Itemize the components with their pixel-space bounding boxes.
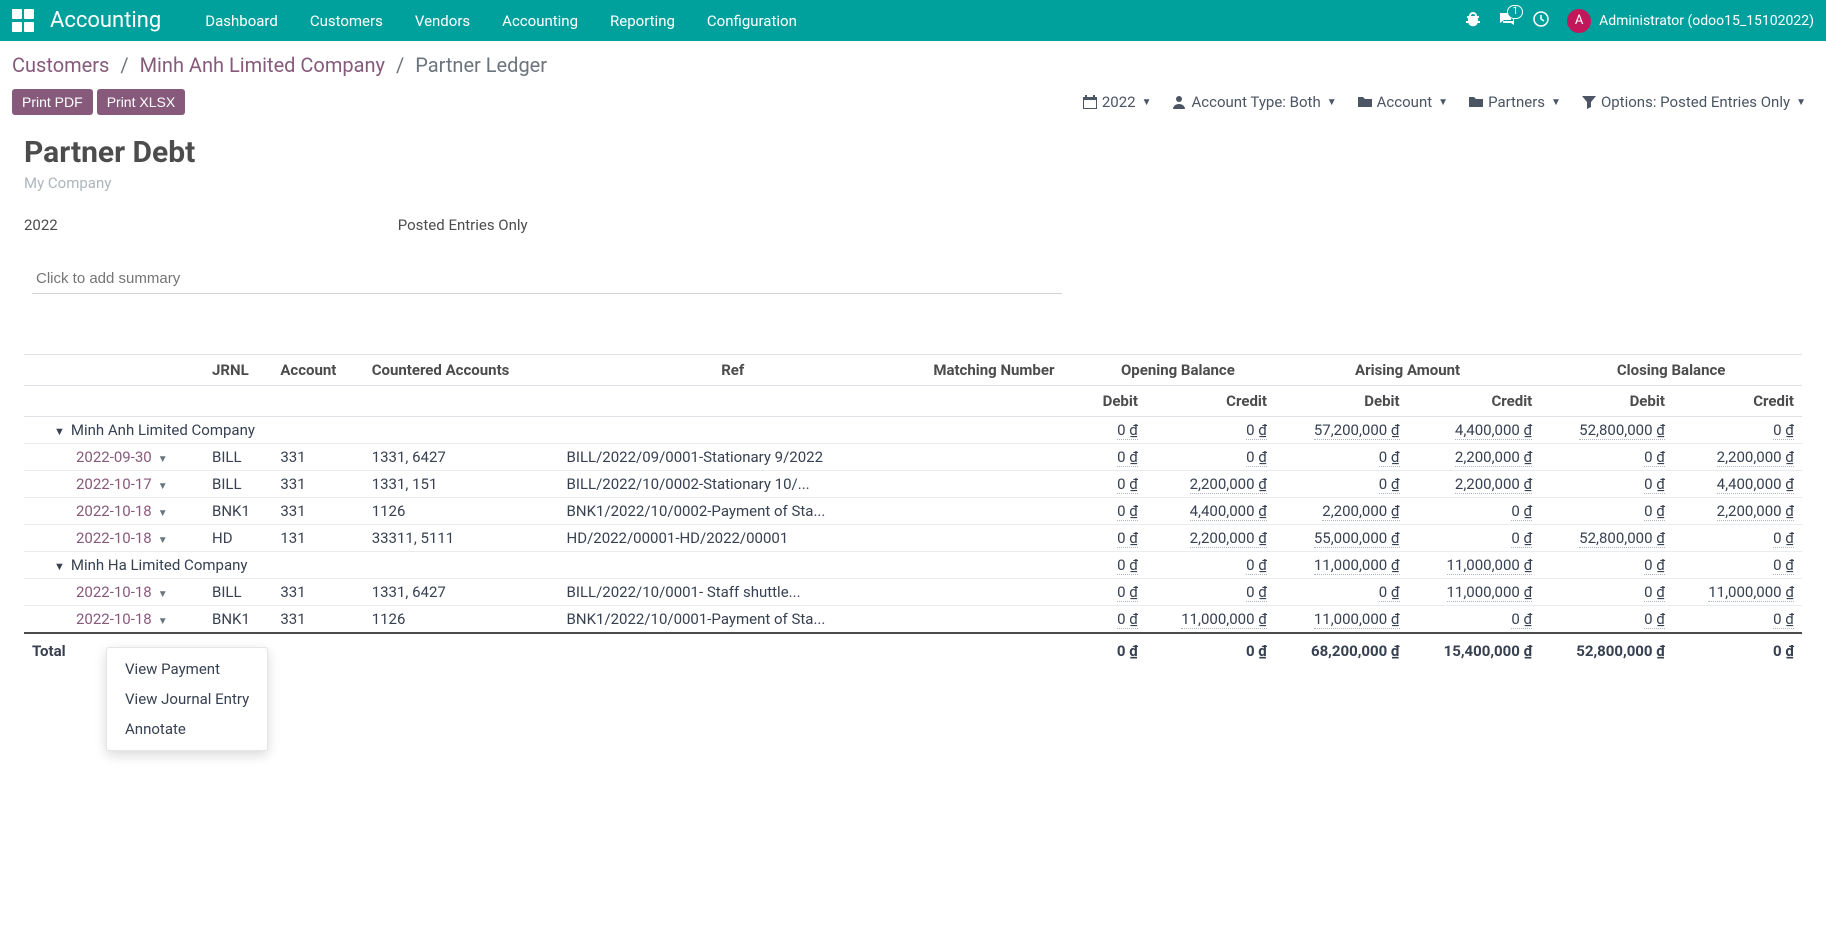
- nav-configuration[interactable]: Configuration: [691, 2, 813, 40]
- chevron-down-icon: ▼: [158, 508, 168, 519]
- meta-year: 2022: [24, 216, 58, 234]
- col-closing: Closing Balance: [1540, 355, 1802, 386]
- chevron-down-icon: ▼: [158, 589, 168, 600]
- user-menu[interactable]: A Administrator (odoo15_15102022): [1567, 9, 1814, 33]
- breadcrumb-customers[interactable]: Customers: [12, 53, 109, 77]
- report-table: JRNL Account Countered Accounts Ref Matc…: [24, 354, 1802, 664]
- nav-customers[interactable]: Customers: [294, 2, 399, 40]
- chevron-down-icon: ▼: [1438, 97, 1448, 108]
- breadcrumb-partner[interactable]: Minh Anh Limited Company: [140, 53, 385, 77]
- funnel-icon: [1581, 94, 1597, 110]
- filter-partners[interactable]: Partners▼: [1468, 93, 1561, 111]
- table-group-row[interactable]: ▼Minh Anh Limited Company0 ₫0 ₫57,200,00…: [24, 417, 1802, 444]
- filter-year[interactable]: 2022▼: [1082, 93, 1152, 111]
- messages-icon[interactable]: 1: [1499, 11, 1515, 31]
- calendar-icon: [1082, 94, 1098, 110]
- table-row: 2022-09-30▼ BILL 331 1331, 6427 BILL/202…: [24, 444, 1802, 471]
- col-arising: Arising Amount: [1275, 355, 1540, 386]
- col-account: Account: [272, 355, 363, 386]
- breadcrumb-current: Partner Ledger: [415, 53, 547, 77]
- date-cell[interactable]: 2022-09-30▼: [24, 444, 204, 471]
- control-bar: Customers / Minh Anh Limited Company / P…: [0, 41, 1826, 115]
- report-meta: 2022 Posted Entries Only: [24, 216, 1802, 234]
- menu-view-payment[interactable]: View Payment: [107, 654, 267, 684]
- col-closing-credit: Credit: [1673, 386, 1802, 417]
- navbar: Accounting Dashboard Customers Vendors A…: [0, 0, 1826, 41]
- chevron-down-icon: ▼: [1327, 97, 1337, 108]
- chevron-down-icon: ▼: [1551, 97, 1561, 108]
- bug-icon[interactable]: [1465, 11, 1481, 31]
- app-title: Accounting: [50, 8, 161, 33]
- chevron-down-icon: ▼: [158, 481, 168, 492]
- apps-icon[interactable]: [12, 9, 36, 33]
- user-icon: [1171, 94, 1187, 110]
- col-jrnl: JRNL: [204, 355, 272, 386]
- table-row: 2022-10-18▼ BNK1 331 1126 BNK1/2022/10/0…: [24, 498, 1802, 525]
- print-xlsx-button[interactable]: Print XLSX: [97, 89, 185, 115]
- col-opening-credit: Credit: [1146, 386, 1275, 417]
- col-matching: Matching Number: [907, 355, 1081, 386]
- chevron-down-icon: ▼: [158, 535, 168, 546]
- nav-accounting[interactable]: Accounting: [486, 2, 594, 40]
- chevron-down-icon: ▼: [158, 616, 168, 627]
- avatar: A: [1567, 9, 1591, 33]
- company-name: My Company: [24, 174, 1802, 192]
- filter-options[interactable]: Options: Posted Entries Only▼: [1581, 93, 1806, 111]
- folder-icon: [1468, 94, 1484, 110]
- nav-dashboard[interactable]: Dashboard: [189, 2, 294, 40]
- context-menu: View Payment View Journal Entry Annotate: [106, 647, 268, 751]
- report: Partner Debt My Company 2022 Posted Entr…: [0, 115, 1826, 684]
- summary-input[interactable]: [32, 264, 1062, 294]
- filters: 2022▼ Account Type: Both▼ Account▼ Partn…: [1082, 93, 1806, 111]
- toolbar: Print PDF Print XLSX 2022▼ Account Type:…: [12, 89, 1826, 115]
- col-closing-debit: Debit: [1540, 386, 1673, 417]
- user-name: Administrator (odoo15_15102022): [1599, 13, 1814, 29]
- caret-down-icon: ▼: [54, 560, 65, 573]
- chevron-down-icon: ▼: [158, 454, 168, 465]
- table-row: 2022-10-18▼ HD 131 33311, 5111 HD/2022/0…: [24, 525, 1802, 552]
- report-title: Partner Debt: [24, 135, 1802, 170]
- table-row: 2022-10-17▼ BILL 331 1331, 151 BILL/2022…: [24, 471, 1802, 498]
- col-arising-debit: Debit: [1275, 386, 1408, 417]
- chevron-down-icon: ▼: [1796, 97, 1806, 108]
- navbar-left: Accounting Dashboard Customers Vendors A…: [12, 2, 813, 40]
- folder-icon: [1357, 94, 1373, 110]
- col-countered: Countered Accounts: [364, 355, 559, 386]
- chevron-down-icon: ▼: [1142, 97, 1152, 108]
- col-ref: Ref: [559, 355, 907, 386]
- filter-account-type[interactable]: Account Type: Both▼: [1171, 93, 1336, 111]
- total-row: Total0 ₫0 ₫68,200,000 ₫15,400,000 ₫52,80…: [24, 633, 1802, 664]
- date-cell[interactable]: 2022-10-18▼: [24, 498, 204, 525]
- nav-vendors[interactable]: Vendors: [399, 2, 486, 40]
- col-opening: Opening Balance: [1081, 355, 1275, 386]
- message-badge: 1: [1507, 5, 1523, 19]
- caret-down-icon: ▼: [54, 425, 65, 438]
- table-row: 2022-10-18▼ BILL 331 1331, 6427 BILL/202…: [24, 579, 1802, 606]
- clock-icon[interactable]: [1533, 11, 1549, 31]
- col-opening-debit: Debit: [1081, 386, 1146, 417]
- breadcrumb: Customers / Minh Anh Limited Company / P…: [12, 53, 1826, 77]
- date-cell[interactable]: 2022-10-18▼: [24, 579, 204, 606]
- print-pdf-button[interactable]: Print PDF: [12, 89, 93, 115]
- table-row: 2022-10-18▼ BNK1 331 1126 BNK1/2022/10/0…: [24, 606, 1802, 634]
- menu-annotate[interactable]: Annotate: [107, 714, 267, 744]
- meta-posted: Posted Entries Only: [398, 216, 528, 234]
- table-group-row[interactable]: ▼Minh Ha Limited Company0 ₫0 ₫11,000,000…: [24, 552, 1802, 579]
- date-cell[interactable]: 2022-10-18▼: [24, 606, 204, 634]
- date-cell[interactable]: 2022-10-17▼: [24, 471, 204, 498]
- navbar-right: 1 A Administrator (odoo15_15102022): [1465, 9, 1814, 33]
- nav-reporting[interactable]: Reporting: [594, 2, 691, 40]
- menu-view-journal-entry[interactable]: View Journal Entry: [107, 684, 267, 714]
- col-arising-credit: Credit: [1408, 386, 1541, 417]
- filter-account[interactable]: Account▼: [1357, 93, 1448, 111]
- date-cell[interactable]: 2022-10-18▼: [24, 525, 204, 552]
